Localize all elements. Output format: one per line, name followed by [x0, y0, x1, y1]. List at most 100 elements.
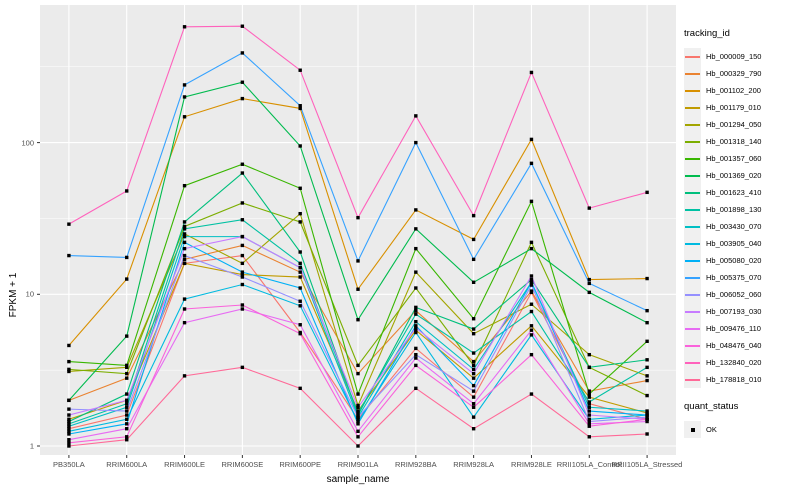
- data-point: [414, 312, 418, 316]
- data-point: [298, 299, 302, 303]
- data-point: [182, 253, 187, 258]
- line-swatch-icon: [685, 226, 700, 228]
- legend-key: [684, 218, 701, 235]
- data-point: [182, 246, 187, 251]
- data-point: [529, 274, 534, 278]
- data-point: [67, 424, 71, 428]
- line-swatch-icon: [685, 90, 700, 92]
- data-point: [298, 270, 302, 274]
- data-point: [356, 422, 360, 426]
- data-point: [645, 413, 649, 417]
- data-point: [182, 183, 187, 188]
- x-tick-label: RRIM928LE: [511, 460, 552, 469]
- data-point: [414, 319, 418, 324]
- data-point: [298, 186, 302, 190]
- line-swatch-icon: [685, 260, 700, 262]
- data-point: [414, 346, 418, 351]
- legend-item-Hb_132840_020: Hb_132840_020: [684, 354, 761, 371]
- data-point: [414, 227, 418, 231]
- y-tick-label: 100: [21, 138, 34, 148]
- data-point: [414, 324, 418, 328]
- legend-item-Hb_001179_010: Hb_001179_010: [684, 99, 761, 116]
- data-point: [587, 435, 591, 439]
- data-point: [471, 402, 476, 406]
- data-point: [471, 363, 476, 368]
- legend-item-label: Hb_005080_020: [706, 256, 762, 265]
- legend-item-label: Hb_001369_020: [706, 171, 762, 180]
- data-point: [587, 422, 591, 426]
- data-point: [298, 331, 302, 336]
- data-point: [414, 326, 418, 330]
- legend-key: [684, 337, 701, 354]
- data-point: [182, 232, 187, 236]
- data-point: [125, 427, 129, 431]
- data-point: [240, 261, 245, 266]
- legend-item-Hb_005375_070: Hb_005375_070: [684, 269, 761, 286]
- data-point: [125, 365, 129, 370]
- legend-item-label: OK: [706, 425, 717, 434]
- data-point: [182, 374, 187, 378]
- legend-key: [684, 421, 701, 438]
- data-point: [471, 351, 476, 355]
- data-point: [529, 328, 534, 332]
- data-point: [240, 307, 245, 311]
- legend-item-label: Hb_000009_150: [706, 52, 762, 61]
- data-point: [356, 287, 360, 291]
- data-point: [414, 114, 418, 118]
- data-point: [240, 282, 245, 287]
- data-point: [471, 395, 476, 399]
- legend-item-label: Hb_001357_060: [706, 154, 762, 163]
- line-swatch-icon: [685, 192, 700, 194]
- data-point: [240, 80, 245, 84]
- x-tick-label: RRIM901LA: [337, 460, 379, 469]
- line-swatch-icon: [685, 243, 700, 245]
- data-point: [587, 365, 591, 370]
- data-point: [125, 405, 129, 409]
- legend-title-quant-status: quant_status: [684, 401, 739, 412]
- legend-item-label: Hb_000329_790: [706, 69, 762, 78]
- legend-item-label: Hb_048476_040: [706, 341, 762, 350]
- data-point: [67, 369, 71, 374]
- legend-item-Hb_007193_030: Hb_007193_030: [684, 303, 761, 320]
- data-point: [414, 208, 418, 212]
- data-point: [587, 352, 591, 357]
- legend-item-label: Hb_001179_010: [706, 103, 761, 112]
- x-tick-label: RRIM928LA: [453, 460, 495, 469]
- data-point: [125, 435, 129, 439]
- legend-item-Hb_000009_150: Hb_000009_150: [684, 48, 761, 65]
- data-point: [182, 240, 187, 245]
- data-point: [67, 438, 71, 442]
- line-swatch-icon: [685, 345, 700, 347]
- data-point: [414, 356, 418, 360]
- data-point: [529, 302, 534, 306]
- legend-item-Hb_001357_060: Hb_001357_060: [684, 150, 761, 167]
- x-tick-label: RRIM928BA: [394, 460, 437, 469]
- data-point: [529, 352, 534, 357]
- legend-item-label: Hb_005375_070: [706, 273, 762, 282]
- data-point: [356, 403, 360, 408]
- y-axis-title: FPKM + 1: [8, 272, 19, 318]
- data-point: [587, 413, 591, 417]
- data-point: [125, 189, 129, 193]
- data-point: [67, 422, 71, 426]
- legend-item-label: Hb_001898_130: [706, 205, 762, 214]
- data-point: [356, 405, 360, 409]
- data-point: [529, 240, 534, 245]
- data-point: [471, 427, 476, 431]
- data-point: [471, 415, 476, 419]
- data-point: [298, 220, 302, 224]
- data-point: [356, 417, 360, 421]
- x-tick-label: RRII105LA_Control: [556, 460, 622, 469]
- data-point: [471, 359, 476, 364]
- data-point: [645, 365, 649, 370]
- line-swatch-icon: [685, 124, 700, 126]
- data-point: [182, 297, 187, 301]
- data-point: [529, 70, 534, 75]
- legend-item-quant-OK: OK: [684, 421, 761, 438]
- data-point: [529, 277, 534, 282]
- legend-title-tracking-id: tracking_id: [684, 28, 730, 39]
- data-point: [471, 280, 476, 284]
- point-swatch-icon: [690, 427, 695, 432]
- data-point: [67, 441, 71, 445]
